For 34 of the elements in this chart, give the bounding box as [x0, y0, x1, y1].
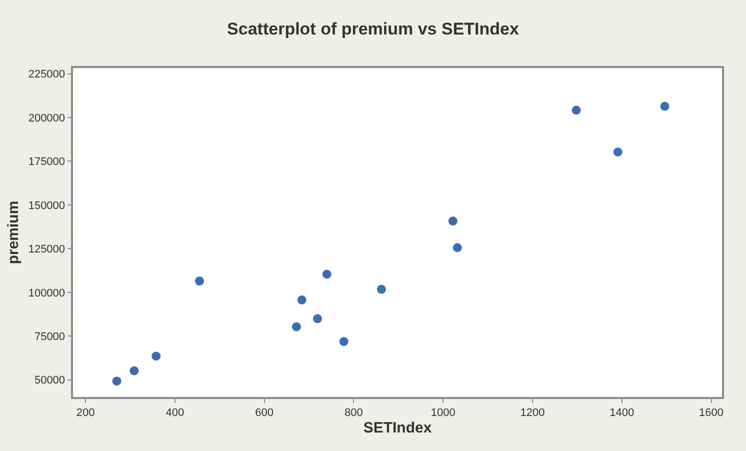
x-tick-label: 600 — [255, 406, 274, 419]
x-tick-label: 800 — [344, 406, 363, 419]
y-tick-label: 175000 — [28, 156, 66, 168]
x-tick-label: 1400 — [610, 406, 634, 419]
point — [312, 314, 322, 324]
point — [572, 106, 581, 115]
point — [297, 295, 306, 304]
y-tick-label: 225000 — [28, 68, 66, 81]
x-tick-label: 1600 — [699, 406, 724, 419]
y-tick-label: 125000 — [28, 244, 66, 256]
y-tick-label: 150000 — [28, 200, 66, 212]
y-tick-label: 200000 — [28, 112, 66, 124]
point — [339, 337, 348, 346]
point — [376, 284, 386, 294]
point — [660, 102, 670, 111]
y-tick-label: 75000 — [34, 330, 66, 343]
chart-title: Scatterplot of premium vs SETIndex — [227, 19, 520, 38]
y-tick-label: 50000 — [34, 374, 66, 387]
y-axis-title: premium — [5, 200, 22, 264]
point — [613, 147, 622, 156]
point — [322, 270, 332, 279]
x-tick-label: 1000 — [430, 406, 456, 419]
point — [448, 216, 458, 226]
point — [152, 352, 161, 361]
x-tick-label: 400 — [166, 406, 184, 419]
point — [452, 243, 462, 252]
x-tick-label: 1200 — [520, 406, 545, 419]
point — [130, 366, 139, 376]
x-tick-label: 200 — [76, 406, 95, 419]
y-tick-label: 100000 — [28, 287, 66, 300]
point — [194, 276, 204, 286]
point — [112, 376, 122, 386]
x-axis-title: SETIndex — [363, 419, 432, 436]
point — [292, 322, 301, 332]
